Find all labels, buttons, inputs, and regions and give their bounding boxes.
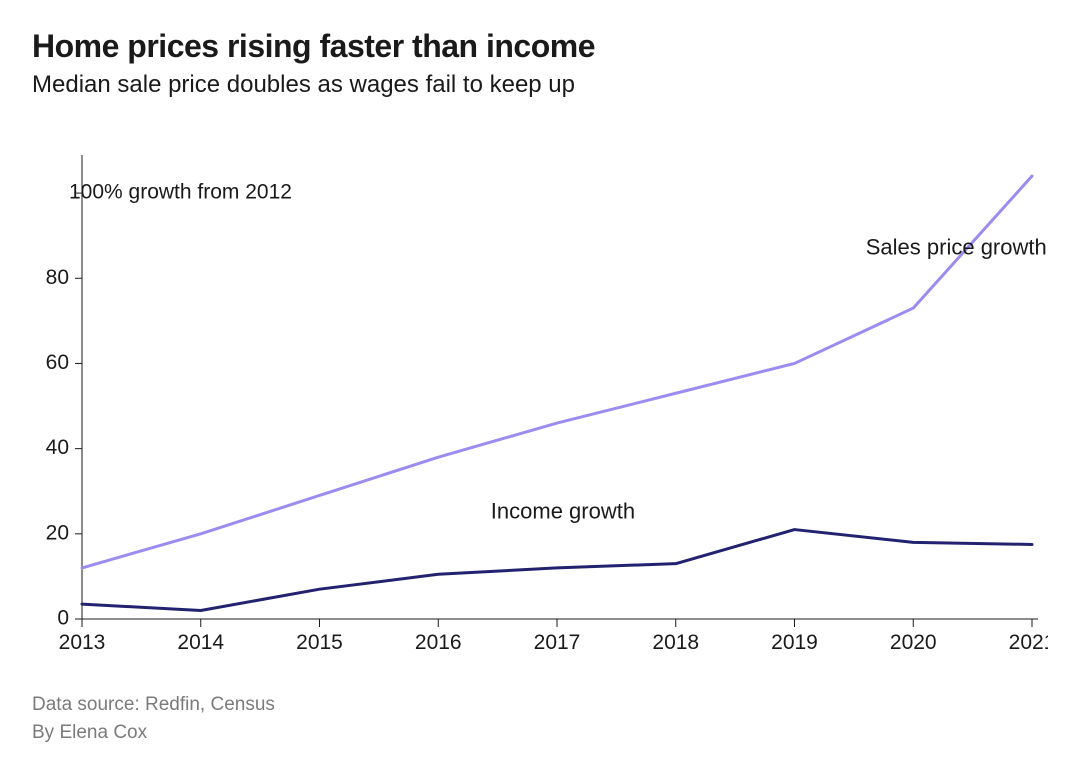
y-top-label: 100% growth from 2012	[69, 181, 292, 204]
y-tick-label: 80	[46, 266, 69, 289]
chart-subtitle: Median sale price doubles as wages fail …	[32, 71, 1048, 99]
chart-area: 0 20 40 60 80 100% growth from 2012 2013 2014 20…	[32, 113, 1048, 673]
x-tick-label: 2019	[771, 631, 818, 654]
footer-source: Data source: Redfin, Census	[32, 691, 1048, 719]
series-label-income_growth: Income growth	[491, 498, 635, 523]
y-tick-label: 20	[46, 521, 69, 544]
x-tick-label: 2014	[177, 631, 224, 654]
chart-card: Home prices rising faster than income Me…	[0, 0, 1080, 770]
x-tick-label: 2013	[59, 631, 106, 654]
x-tick-label: 2018	[652, 631, 699, 654]
chart-title: Home prices rising faster than income	[32, 28, 1048, 65]
series-line-income_growth	[82, 530, 1032, 611]
x-tick-label: 2017	[534, 631, 581, 654]
y-tick-label: 40	[46, 436, 69, 459]
series-label-sales_price_growth: Sales price growth	[866, 234, 1047, 259]
y-tick-label: 60	[46, 351, 69, 374]
x-tick-label: 2021	[1009, 631, 1048, 654]
y-tick-label: 0	[57, 607, 69, 630]
line-chart-svg: 0 20 40 60 80 100% growth from 2012 2013 2014 20…	[32, 113, 1048, 673]
footer-byline: By Elena Cox	[32, 719, 1048, 747]
x-tick-label: 2015	[296, 631, 343, 654]
chart-footer: Data source: Redfin, Census By Elena Cox	[32, 691, 1048, 746]
x-tick-label: 2016	[415, 631, 462, 654]
x-tick-label: 2020	[890, 631, 937, 654]
